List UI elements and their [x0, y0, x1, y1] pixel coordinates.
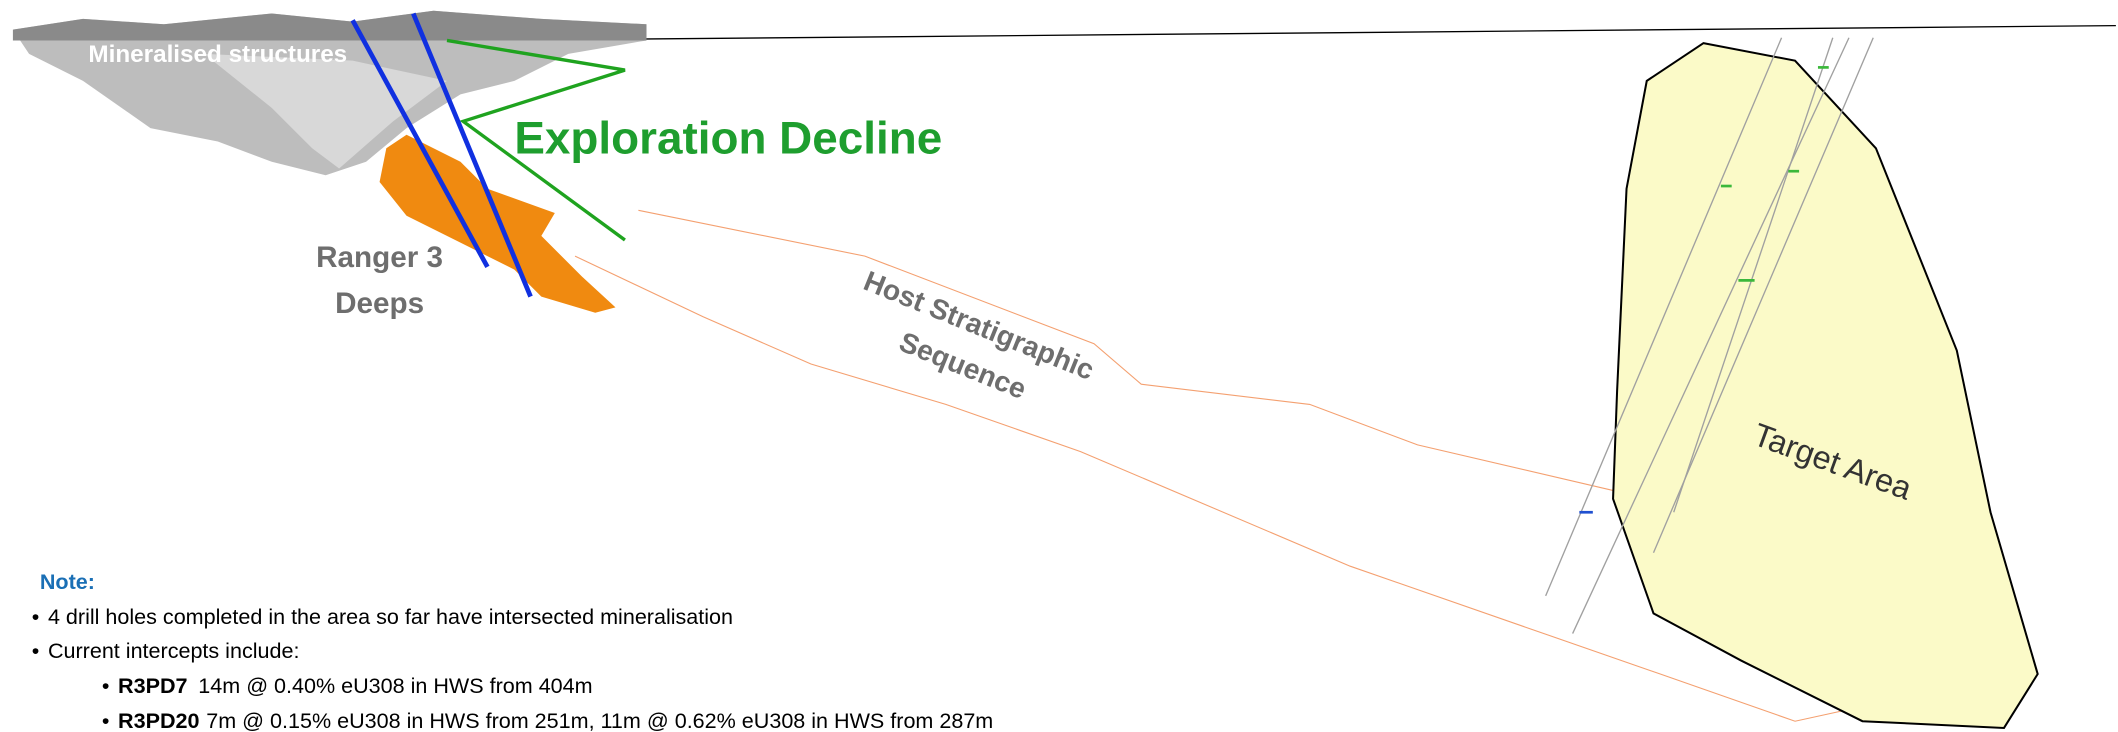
bullet-mark: •: [32, 604, 40, 629]
hole-id: R3PD7: [118, 673, 187, 698]
note-list: • 4 drill holes completed in the area so…: [32, 604, 994, 732]
intercept: R3PD20 7m @ 0.15% eU308 in HWS from 251m,…: [118, 708, 993, 732]
decline-path: [446, 38, 626, 242]
label: Exploration Decline: [514, 113, 942, 164]
surface-line: [635, 24, 2116, 40]
bullet-mark: •: [32, 638, 40, 663]
note-bullet: 4 drill holes completed in the area so f…: [48, 604, 733, 629]
drill-holes: [1545, 37, 1874, 634]
intercept-marks: [1579, 66, 1829, 514]
target-area: [1612, 42, 2039, 729]
fault: [411, 12, 533, 298]
intercept-text: 7m @ 0.15% eU308 in HWS from 251m, 11m @…: [206, 708, 993, 732]
intercept-text: 14m @ 0.40% eU308 in HWS from 404m: [198, 673, 592, 698]
label: Deeps: [335, 287, 424, 320]
pit-top: [12, 10, 647, 41]
note-bullet: Current intercepts include:: [48, 638, 300, 663]
note-title: Note:: [40, 569, 95, 594]
hole-id: R3PD20: [118, 708, 199, 732]
intercept: R3PD7 14m @ 0.40% eU308 in HWS from 404m: [118, 673, 593, 698]
label: Mineralised structures: [88, 41, 347, 68]
fault: [350, 19, 490, 269]
label: Ranger 3: [316, 241, 443, 274]
bullet-mark: •: [102, 708, 110, 732]
bullet-mark: •: [102, 673, 110, 698]
